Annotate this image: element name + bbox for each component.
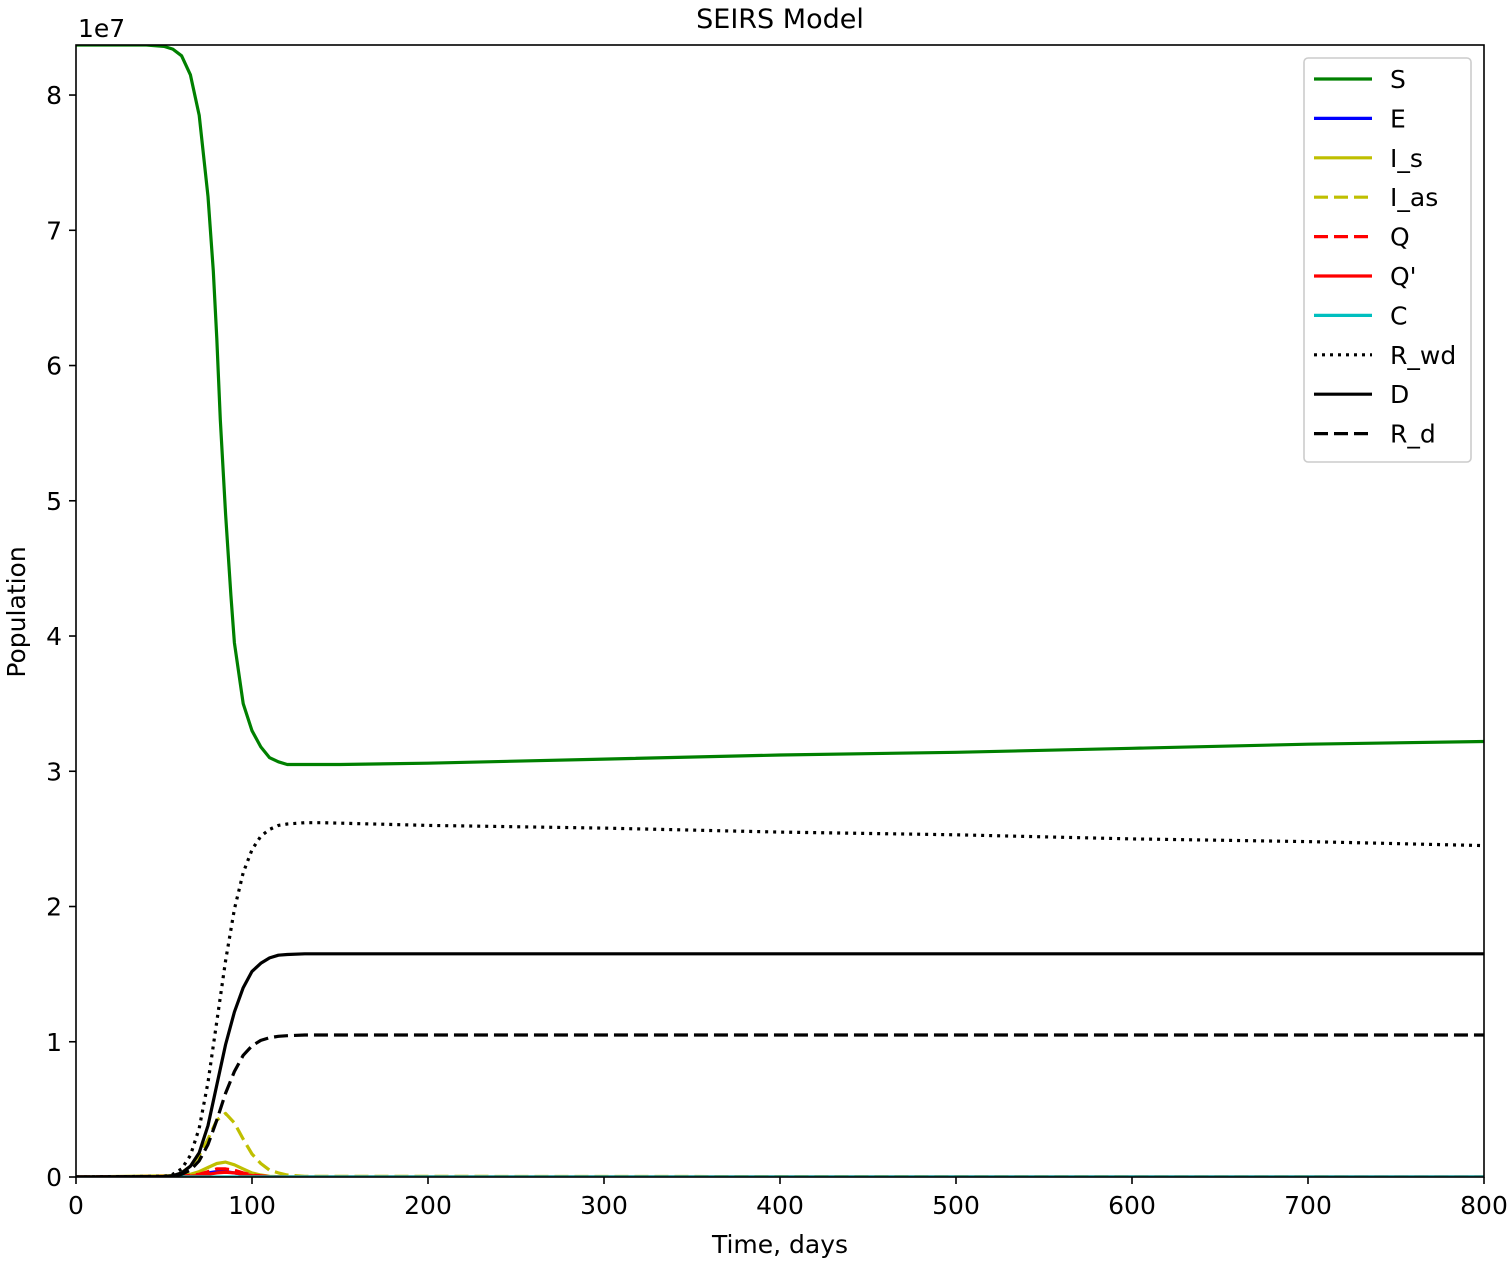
y-tick-label: 2 [46, 893, 62, 922]
y-tick-label: 3 [46, 757, 62, 786]
y-tick-label: 0 [46, 1163, 62, 1192]
y-tick-label: 7 [46, 216, 62, 245]
legend-label: R_wd [1390, 341, 1456, 370]
y-offset-label: 1e7 [78, 14, 125, 43]
x-tick-label: 500 [932, 1191, 980, 1220]
legend-label: I_s [1390, 144, 1423, 173]
series-group [76, 45, 1484, 1177]
y-tick-label: 8 [46, 81, 62, 110]
x-tick-label: 800 [1460, 1191, 1508, 1220]
series-line-r-wd [76, 821, 1484, 1177]
x-tick-label: 100 [228, 1191, 276, 1220]
x-tick-label: 600 [1108, 1191, 1156, 1220]
y-tick-label: 5 [46, 487, 62, 516]
x-tick-label: 0 [68, 1191, 84, 1220]
legend: SE I_s I_as Q Q' C R_wd D R_d [1303, 57, 1472, 463]
legend-label: Q' [1390, 262, 1417, 291]
x-tick-label: 300 [580, 1191, 628, 1220]
legend-label: R_d [1390, 420, 1436, 449]
y-tick-label: 4 [46, 622, 62, 651]
chart-title: SEIRS Model [696, 4, 864, 35]
legend-label: S [1390, 65, 1406, 94]
x-tick-label: 200 [404, 1191, 452, 1220]
series-line-r-d [76, 1033, 1484, 1177]
series-line-s [76, 45, 1484, 767]
x-tick-label: 400 [756, 1191, 804, 1220]
y-axis-label: Population [2, 546, 31, 677]
legend-label: C [1390, 301, 1407, 330]
y-tick-label: 6 [46, 352, 62, 381]
axes-frame [75, 44, 1485, 1178]
series-line-d [76, 952, 1484, 1177]
legend-label: E [1390, 104, 1406, 133]
series-line-i-as [76, 1111, 1484, 1177]
plot-area: 0 100 200 300 400 500 600 700 800 0 1 2 3 4 5 6 7 8 SE I_s I… [46, 44, 1508, 1220]
legend-label: D [1390, 380, 1409, 409]
x-tick-label: 700 [1284, 1191, 1332, 1220]
legend-label: Q [1390, 223, 1410, 252]
x-axis-label: Time, days [711, 1230, 848, 1259]
y-tick-label: 1 [46, 1028, 62, 1057]
legend-label: I_as [1390, 183, 1438, 212]
